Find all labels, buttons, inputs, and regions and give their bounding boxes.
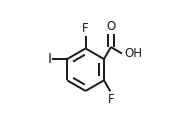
Text: I: I [47, 52, 51, 66]
Text: F: F [82, 22, 89, 35]
Text: F: F [108, 93, 114, 106]
Text: OH: OH [125, 47, 142, 60]
Text: O: O [106, 20, 115, 33]
